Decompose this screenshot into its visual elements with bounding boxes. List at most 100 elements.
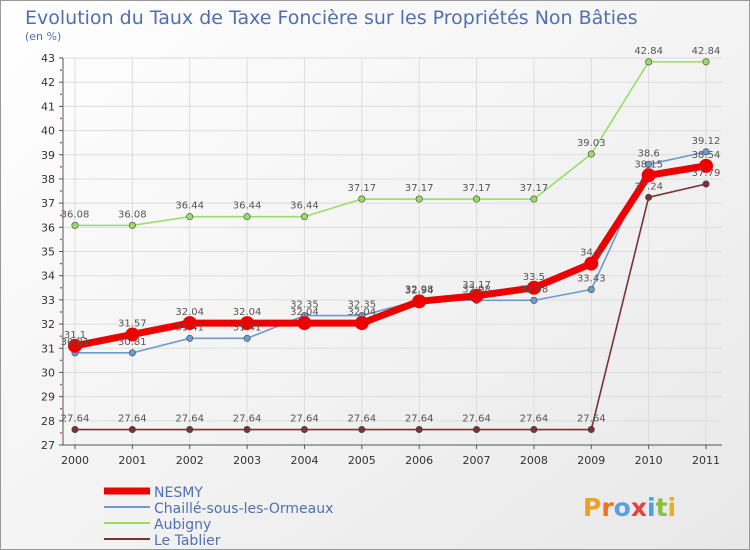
data-label-le-tablier: 27.64 (290, 414, 319, 425)
y-minor-tick (60, 359, 62, 362)
data-label-aubigny: 36.08 (118, 209, 147, 220)
data-label-le-tablier: 27.64 (233, 414, 262, 425)
y-tick-label: 36 (41, 221, 55, 234)
data-point-le-tablier (473, 426, 481, 434)
data-label-aubigny: 36.44 (233, 201, 262, 212)
x-tick-label: 2001 (118, 454, 146, 467)
data-label-chaill-sous-les-ormeaux: 32.98 (520, 284, 549, 295)
x-tick-label: 2003 (233, 454, 261, 467)
y-minor-tick (60, 238, 62, 241)
data-point-chaill-sous-les-ormeaux (587, 285, 595, 293)
y-tick-label: 39 (41, 149, 55, 162)
data-point-le-tablier (702, 180, 710, 188)
data-label-chaill-sous-les-ormeaux: 39.12 (692, 136, 721, 147)
legend-label-le-tablier: Le Tablier (154, 533, 221, 549)
series-line-nesmy (71, 162, 710, 350)
data-label-le-tablier: 27.64 (61, 414, 90, 425)
data-point-aubigny (473, 195, 481, 203)
data-point-le-tablier (358, 426, 366, 434)
x-tick-label: 2011 (692, 454, 720, 467)
y-tick-label: 34 (41, 270, 55, 283)
legend: NESMY Chaillé-sous-les-Ormeaux Aubigny L… (104, 485, 333, 549)
y-minor-tick (60, 335, 62, 337)
logo-letter: i (668, 493, 677, 522)
data-point-aubigny (358, 195, 366, 203)
x-tick-label: 2002 (176, 454, 204, 467)
data-point-chaill-sous-les-ormeaux (186, 334, 194, 342)
data-label-chaill-sous-les-ormeaux: 31.41 (233, 322, 262, 333)
logo-letter: t (656, 493, 668, 522)
data-point-nesmy (469, 288, 484, 303)
y-minor-tick (60, 407, 62, 410)
data-point-le-tablier (300, 426, 308, 434)
data-point-nesmy (297, 316, 312, 331)
y-tick-label: 41 (41, 100, 55, 113)
data-point-nesmy (125, 327, 140, 342)
series-layer (68, 58, 713, 434)
proxiti-logo: Proxiti (583, 493, 676, 522)
series-line-aubigny (74, 61, 707, 227)
data-label-nesmy: 32.04 (347, 307, 376, 318)
data-point-aubigny (186, 213, 194, 221)
y-tick-label: 29 (41, 391, 55, 404)
logo-letter: i (647, 493, 656, 522)
data-point-aubigny (587, 150, 595, 158)
y-minor-tick (60, 190, 62, 192)
y-tick-label: 33 (41, 294, 55, 307)
y-minor-tick (60, 262, 62, 265)
x-tick-label: 2006 (405, 454, 433, 467)
y-minor-tick (60, 383, 62, 386)
series-line-chaill-sous-les-ormeaux (74, 151, 707, 354)
x-axis-ticks: 2000 2001 2002 2003 2004 2005 2006 2007 2008 2009… (61, 445, 720, 467)
y-tick-label: 35 (41, 246, 55, 259)
data-label-nesmy: 32.94 (405, 285, 434, 296)
y-minor-tick (60, 214, 62, 217)
data-label-chaill-sous-les-ormeaux: 30.81 (61, 337, 90, 348)
data-label-chaill-sous-les-ormeaux: 38.6 (638, 148, 660, 159)
data-label-aubigny: 36.08 (61, 209, 90, 220)
data-point-chaill-sous-les-ormeaux (128, 349, 136, 357)
data-label-chaill-sous-les-ormeaux: 30.81 (118, 337, 147, 348)
data-point-nesmy (354, 316, 369, 331)
data-point-aubigny (702, 58, 710, 66)
data-label-aubigny: 37.17 (520, 183, 549, 194)
y-tick-label: 30 (41, 366, 55, 379)
data-label-nesmy: 33.17 (462, 280, 491, 291)
y-tick-label: 38 (41, 173, 55, 186)
y-tick-label: 43 (41, 52, 55, 65)
data-label-aubigny: 42.84 (634, 46, 663, 57)
data-point-chaill-sous-les-ormeaux (243, 334, 251, 342)
data-point-aubigny (415, 195, 423, 203)
logo-letter: r (601, 493, 614, 522)
data-label-nesmy: 38.15 (634, 159, 663, 170)
y-tick-label: 28 (41, 415, 55, 428)
data-label-nesmy: 33.5 (523, 272, 545, 283)
data-point-le-tablier (71, 426, 79, 434)
legend-label-nesmy: NESMY (154, 485, 203, 501)
data-label-le-tablier: 27.64 (175, 414, 204, 425)
y-tick-label: 31 (41, 342, 55, 355)
data-label-chaill-sous-les-ormeaux: 32.98 (405, 284, 434, 295)
data-label-chaill-sous-les-ormeaux: 33.43 (577, 273, 606, 284)
data-label-nesmy: 31.57 (118, 318, 147, 329)
data-label-le-tablier: 37.24 (634, 181, 663, 192)
y-minor-tick (60, 93, 62, 96)
data-point-nesmy (641, 168, 656, 183)
data-label-nesmy: 38.54 (692, 150, 721, 161)
y-minor-tick (60, 432, 62, 434)
logo-letter: P (583, 493, 601, 522)
data-label-chaill-sous-les-ormeaux: 31.41 (175, 322, 204, 333)
data-label-aubigny: 37.17 (405, 183, 434, 194)
x-tick-label: 2005 (348, 454, 376, 467)
x-tick-label: 2010 (635, 454, 663, 467)
data-label-aubigny: 36.44 (175, 201, 204, 212)
chart-subtitle: (en %) (25, 30, 61, 43)
data-label-chaill-sous-les-ormeaux: 32.35 (290, 300, 319, 311)
data-label-nesmy: 34.5 (580, 248, 602, 259)
logo-letter: o (614, 493, 631, 522)
data-point-aubigny (71, 221, 79, 229)
y-minor-tick (60, 117, 62, 120)
data-point-aubigny (243, 213, 251, 221)
